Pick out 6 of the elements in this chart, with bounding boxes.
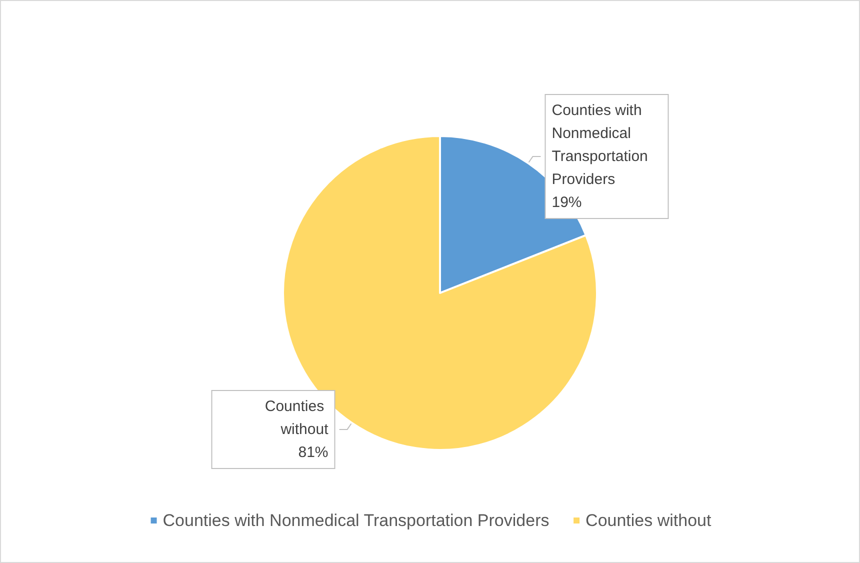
- legend-label: Counties without: [586, 511, 712, 530]
- slice-label: Counties without: [264, 398, 330, 438]
- legend-label: Counties with Nonmedical Transportation Providers: [162, 511, 550, 530]
- data-label: 81%: [298, 444, 328, 461]
- data-label: 19%: [552, 194, 582, 212]
- slice-label: Counties with Nonmedical Transportation Providers: [552, 102, 652, 188]
